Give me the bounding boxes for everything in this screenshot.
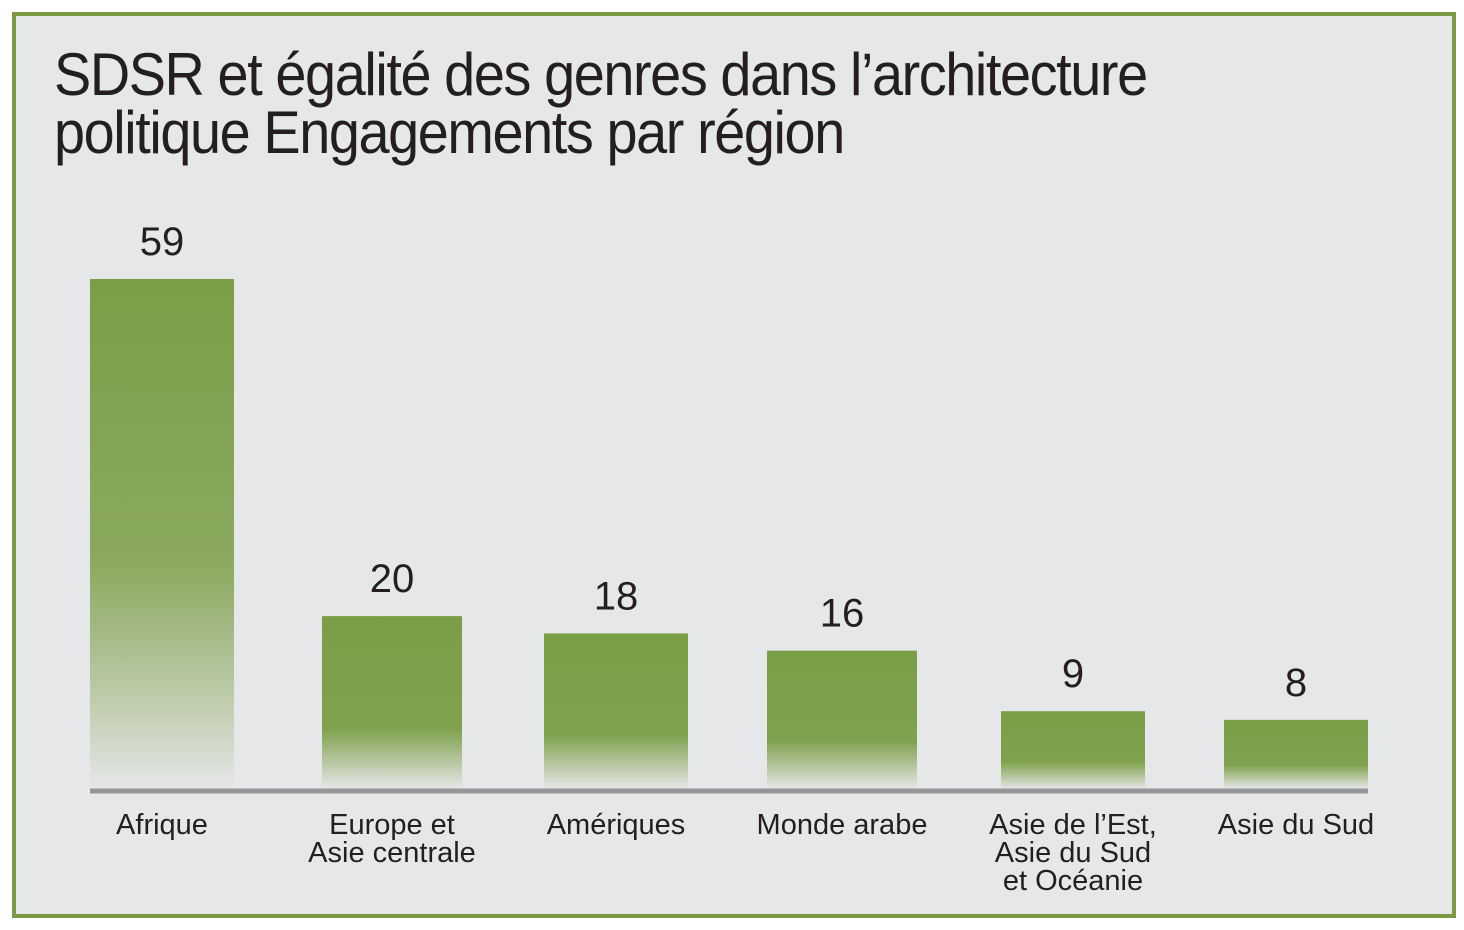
bar-1 [322, 616, 462, 789]
bars-group [90, 279, 1368, 789]
category-label-3: Monde arabe [757, 809, 928, 841]
value-label-2: 18 [594, 574, 639, 618]
category-label-1-line-1: Asie centrale [308, 837, 476, 869]
category-label-5: Asie du Sud [1218, 809, 1374, 841]
chart-frame: SDSR et égalité des genres dans l’archit… [12, 12, 1456, 918]
category-label-2: Amériques [547, 809, 686, 841]
chart-title-line-1: SDSR et égalité des genres dans l’archit… [54, 41, 1148, 108]
category-label-4-line-0: Asie de l’Est, [989, 809, 1157, 841]
category-label-4: Asie de l’Est, Asie du Sud et Océanie [989, 809, 1157, 897]
category-label-5-line-0: Asie du Sud [1218, 809, 1374, 841]
bar-0 [90, 279, 234, 789]
value-label-4: 9 [1062, 652, 1084, 696]
category-label-2-line-0: Amériques [547, 809, 686, 841]
category-label-1: Europe et Asie centrale [308, 809, 476, 869]
category-label-3-line-0: Monde arabe [757, 809, 928, 841]
value-label-0: 59 [140, 220, 185, 264]
value-labels-group: 59 20 18 16 9 8 [140, 220, 1307, 705]
chart-title-line-2: politique Engagements par région [54, 99, 845, 166]
value-label-3: 16 [820, 592, 865, 636]
bar-3 [767, 650, 917, 789]
category-label-0-line-0: Afrique [116, 809, 208, 841]
bar-5 [1224, 719, 1368, 789]
category-label-1-line-0: Europe et [329, 809, 455, 841]
value-label-5: 8 [1285, 661, 1307, 705]
value-label-1: 20 [370, 557, 415, 601]
category-label-4-line-1: Asie du Sud [995, 837, 1151, 869]
category-labels-group: Afrique Europe et Asie centrale Amériques Mo… [116, 809, 1374, 897]
category-label-0: Afrique [116, 809, 208, 841]
bar-4 [1001, 711, 1145, 789]
bar-2 [544, 633, 688, 789]
category-label-4-line-2: et Océanie [1003, 865, 1143, 897]
chart-title: SDSR et égalité des genres dans l’archit… [54, 45, 1263, 163]
